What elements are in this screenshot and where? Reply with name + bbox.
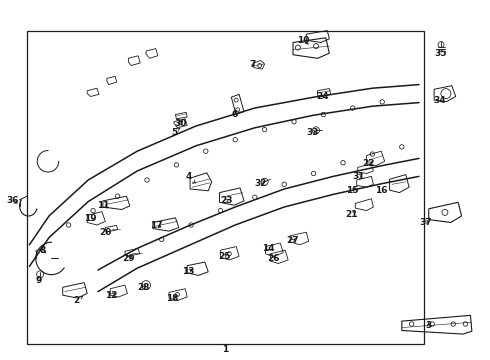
Text: 17: 17 [150, 220, 163, 230]
Text: 4: 4 [185, 172, 196, 183]
Text: 12: 12 [105, 291, 118, 300]
Text: 36: 36 [6, 197, 19, 205]
Text: 10: 10 [296, 36, 309, 45]
Text: 13: 13 [182, 267, 195, 276]
Text: 8: 8 [40, 246, 46, 255]
Text: 1: 1 [222, 345, 228, 354]
Text: 21: 21 [345, 210, 358, 219]
Text: 23: 23 [220, 197, 233, 205]
Text: 9: 9 [35, 276, 42, 284]
Text: 6: 6 [231, 110, 237, 119]
Text: 7: 7 [249, 59, 256, 68]
Text: 3: 3 [426, 321, 432, 330]
Text: 18: 18 [166, 294, 179, 303]
Text: 15: 15 [345, 186, 358, 194]
Text: 31: 31 [352, 172, 365, 181]
Text: 33: 33 [306, 128, 319, 137]
Text: 11: 11 [97, 201, 109, 210]
Text: 34: 34 [434, 96, 446, 105]
Text: 37: 37 [419, 218, 432, 227]
Text: 14: 14 [262, 244, 275, 253]
Text: 16: 16 [375, 186, 388, 195]
Text: 22: 22 [362, 159, 375, 168]
Text: 2: 2 [73, 296, 83, 305]
Text: 27: 27 [287, 236, 299, 245]
Text: 32: 32 [254, 179, 267, 188]
Text: 24: 24 [316, 92, 329, 101]
Text: 28: 28 [137, 284, 149, 292]
Text: 35: 35 [435, 49, 447, 58]
Text: 26: 26 [267, 254, 280, 263]
Text: 19: 19 [84, 214, 97, 223]
Text: 30: 30 [174, 119, 187, 128]
Text: 29: 29 [122, 254, 135, 263]
Text: 20: 20 [99, 228, 112, 237]
Text: 5: 5 [171, 128, 180, 137]
Text: 25: 25 [218, 252, 231, 261]
